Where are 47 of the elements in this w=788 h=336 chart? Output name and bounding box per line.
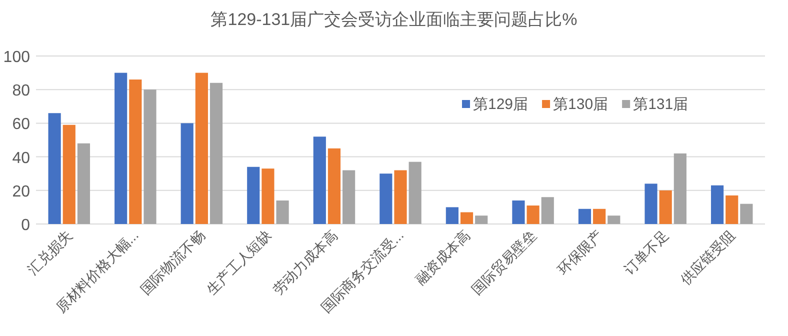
bar: [210, 82, 223, 224]
legend-label: 第130届: [553, 96, 608, 113]
chart-title: 第129-131届广交会受访企业面临主要问题占比%: [210, 10, 578, 29]
bar: [408, 162, 422, 224]
bar: [446, 207, 458, 224]
legend-label: 第129届: [473, 96, 528, 113]
x-tick-label: 环保限产: [554, 226, 606, 278]
x-tick-label: 订单不足: [620, 226, 672, 278]
y-tick-label: 60: [12, 116, 30, 134]
bar: [394, 170, 407, 224]
x-tick-label: 国际物流不畅: [137, 226, 208, 298]
bar: [48, 113, 61, 224]
bar: [328, 148, 341, 224]
bar: [129, 80, 142, 224]
bar: [114, 72, 128, 224]
y-tick-label: 100: [3, 49, 30, 66]
bar: [62, 124, 76, 224]
bar: [77, 143, 90, 224]
x-tick-label: 供应链受阻: [677, 226, 738, 288]
y-tick-label: 40: [12, 150, 30, 167]
bar: [380, 174, 392, 224]
bar: [578, 208, 592, 224]
bar: [512, 200, 525, 224]
bar: [180, 123, 194, 224]
bar: [475, 216, 488, 224]
y-tick-label: 0: [21, 217, 30, 234]
bar: [659, 190, 672, 224]
bar: [276, 200, 289, 224]
bar: [644, 184, 658, 224]
bar: [674, 153, 686, 224]
bar: [313, 136, 326, 224]
y-tick-label: 80: [12, 82, 30, 100]
bar: [740, 204, 753, 224]
bar: [195, 72, 208, 224]
bar: [144, 90, 156, 224]
bar: [262, 168, 274, 224]
bar: [526, 206, 540, 224]
bar: [608, 216, 620, 224]
bar: [460, 212, 474, 224]
bar: [541, 197, 554, 224]
bar: [710, 185, 724, 224]
bar: [247, 166, 260, 224]
legend-label: 第131届: [633, 96, 688, 113]
bar: [342, 170, 356, 224]
bar: [726, 195, 738, 224]
bar: [593, 208, 606, 224]
y-tick-label: 20: [12, 183, 30, 200]
